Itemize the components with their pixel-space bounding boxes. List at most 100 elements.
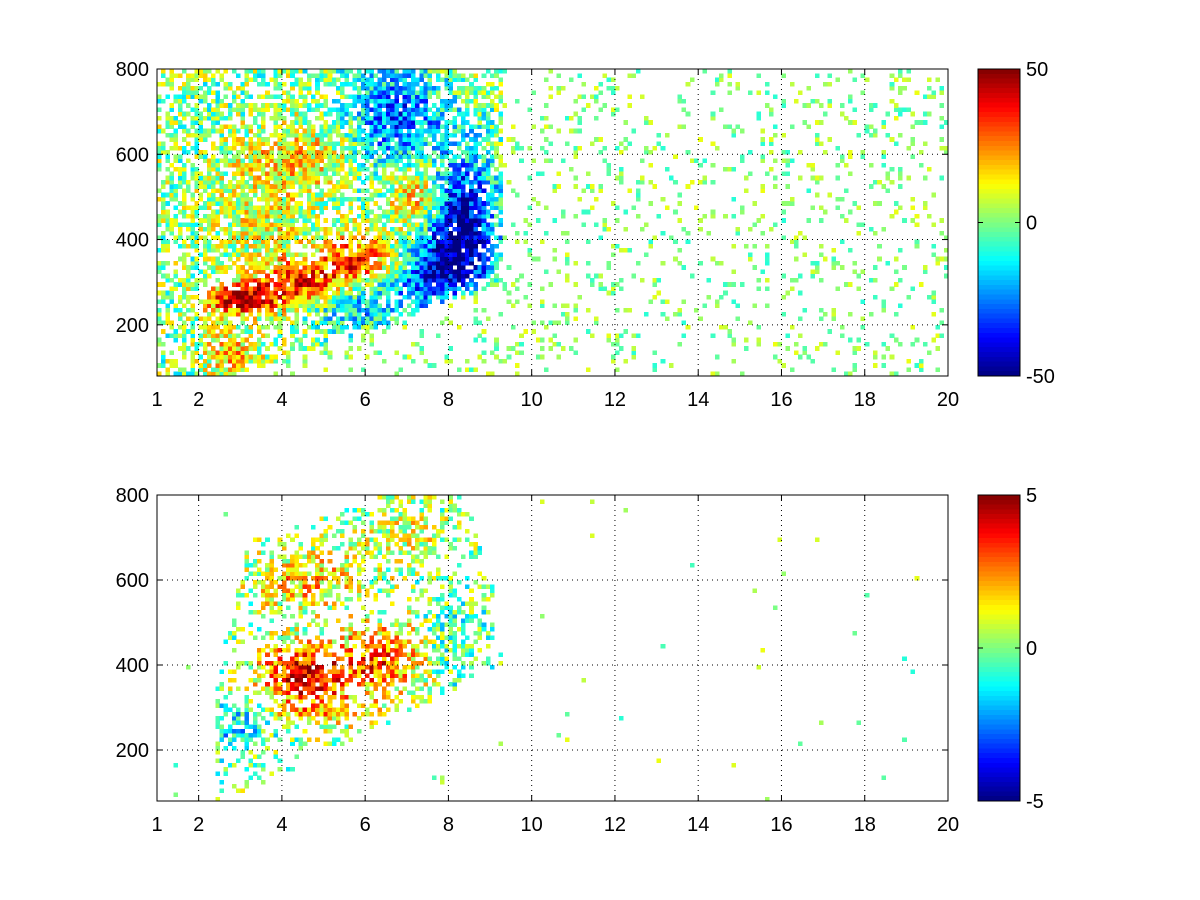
colorbar-band (978, 107, 1020, 113)
heatmap-cell (244, 231, 249, 236)
heatmap-cell (544, 205, 549, 211)
heatmap-cell (431, 192, 437, 198)
heatmap-cell (606, 290, 612, 296)
heatmap-cell (240, 290, 245, 296)
heatmap-cell (540, 286, 545, 292)
heatmap-cell (231, 231, 237, 236)
heatmap-cell (444, 69, 449, 74)
heatmap-cell (410, 141, 416, 147)
heatmap-cell (398, 269, 404, 275)
heatmap-cell (793, 256, 799, 262)
heatmap-cell (893, 201, 899, 206)
heatmap-cell (227, 132, 233, 138)
heatmap-cell (157, 316, 162, 321)
heatmap-cell (440, 171, 445, 176)
heatmap-cell (360, 128, 366, 134)
heatmap-cell (469, 205, 474, 211)
heatmap-cell (415, 294, 420, 300)
heatmap-cell (273, 205, 279, 211)
heatmap-cell (298, 337, 304, 343)
heatmap-cell (873, 294, 878, 300)
heatmap-cell (315, 260, 320, 266)
heatmap-cell (273, 192, 279, 198)
heatmap-cell (498, 312, 503, 317)
heatmap-cell (277, 248, 283, 253)
heatmap-cell (431, 248, 437, 253)
heatmap-cell (573, 184, 578, 189)
heatmap-cell (219, 282, 225, 287)
heatmap-cell (885, 260, 891, 266)
heatmap-cell (606, 337, 612, 343)
heatmap-cell (398, 90, 404, 95)
heatmap-cell (460, 256, 466, 262)
heatmap-cell (852, 120, 857, 125)
heatmap-cell (248, 175, 254, 181)
heatmap-cell (943, 248, 949, 253)
heatmap-cell (452, 162, 458, 168)
heatmap-cell (211, 324, 216, 330)
heatmap-cell (735, 86, 741, 91)
heatmap-cell (215, 256, 220, 262)
heatmap-cell (177, 235, 183, 240)
heatmap-cell (606, 226, 612, 232)
heatmap-cell (352, 222, 358, 228)
heatmap-cell (340, 145, 345, 151)
heatmap-cell (327, 145, 333, 151)
heatmap-cell (648, 179, 653, 185)
heatmap-cell (423, 184, 428, 189)
heatmap-cell (340, 329, 345, 334)
heatmap-cell (440, 231, 445, 236)
heatmap-cell (373, 201, 379, 206)
heatmap-cell (202, 269, 208, 275)
heatmap-cell (440, 205, 445, 211)
heatmap-cell (306, 171, 312, 176)
heatmap-cell (169, 218, 175, 223)
heatmap-cell (227, 235, 233, 240)
heatmap-cell (660, 196, 666, 202)
heatmap-cell (923, 265, 928, 270)
heatmap-cell (885, 188, 891, 194)
heatmap-cell (360, 137, 366, 142)
heatmap-cell (714, 260, 720, 266)
heatmap-cell (373, 312, 379, 317)
heatmap-cell (315, 213, 320, 219)
heatmap-cell (381, 167, 387, 172)
heatmap-cell (419, 179, 424, 185)
heatmap-cell (490, 371, 495, 377)
heatmap-cell (902, 218, 907, 223)
heatmap-cell (223, 312, 229, 317)
heatmap-cell (540, 299, 545, 304)
heatmap-cell (406, 137, 412, 142)
heatmap-cell (211, 371, 216, 377)
heatmap-cell (398, 260, 404, 266)
heatmap-cell (390, 81, 395, 87)
heatmap-cell (385, 69, 391, 74)
heatmap-cell (369, 171, 374, 176)
heatmap-cell (173, 158, 179, 164)
heatmap-cell (473, 188, 478, 194)
heatmap-cell (286, 307, 291, 313)
heatmap-cell (198, 98, 204, 104)
heatmap-cell (244, 316, 249, 321)
heatmap-cell (415, 111, 420, 117)
heatmap-cell (356, 243, 362, 249)
heatmap-cell (423, 226, 428, 232)
heatmap-cell (423, 158, 428, 164)
heatmap-cell (344, 243, 349, 249)
heatmap-cell (839, 213, 845, 219)
heatmap-cell (402, 205, 408, 211)
heatmap-cell (860, 299, 866, 304)
heatmap-cell (206, 128, 212, 134)
heatmap-cell (777, 341, 782, 347)
heatmap-cell (327, 141, 333, 147)
heatmap-cell (231, 733, 237, 738)
heatmap-cell (852, 77, 857, 83)
heatmap-cell (373, 94, 379, 100)
heatmap-cell (331, 98, 337, 104)
heatmap-cell (485, 175, 491, 181)
heatmap-cell (465, 358, 470, 364)
heatmap-cell (385, 90, 391, 95)
heatmap-cell (410, 162, 416, 168)
heatmap-cell (298, 201, 304, 206)
heatmap-cell (573, 350, 578, 356)
